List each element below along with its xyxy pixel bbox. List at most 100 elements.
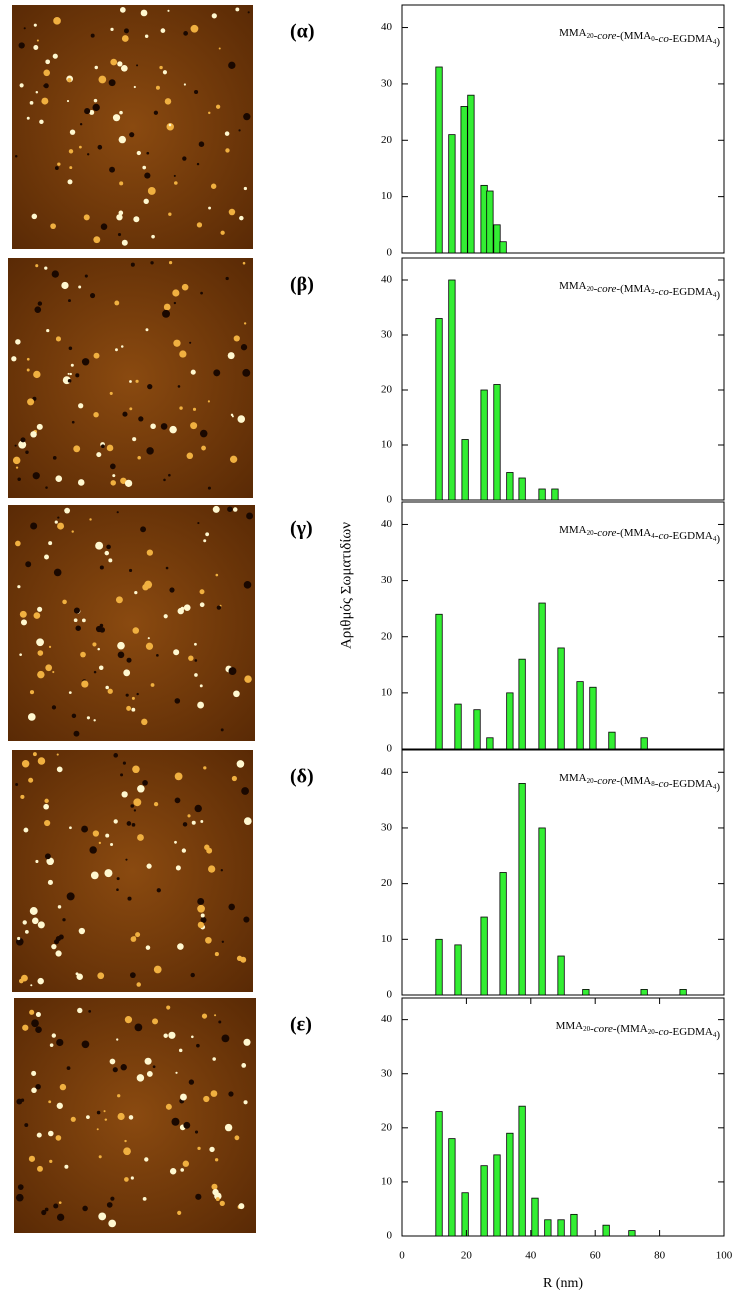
afm-particle bbox=[52, 670, 55, 674]
afm-particle bbox=[15, 339, 21, 345]
afm-particle bbox=[106, 444, 114, 452]
afm-particle bbox=[62, 918, 66, 922]
afm-particle bbox=[128, 1115, 134, 1120]
afm-particle bbox=[236, 955, 243, 962]
afm-particle bbox=[129, 380, 132, 383]
afm-particle bbox=[137, 834, 144, 841]
y-tick-label: 20 bbox=[381, 630, 393, 642]
afm-particle bbox=[95, 541, 104, 550]
afm-particle bbox=[18, 42, 25, 49]
afm-particle bbox=[183, 83, 186, 86]
afm-particle bbox=[218, 1020, 222, 1024]
afm-particle bbox=[208, 111, 211, 115]
afm-particle bbox=[132, 765, 140, 774]
afm-particle bbox=[69, 166, 73, 170]
bar bbox=[480, 389, 488, 501]
afm-particle bbox=[160, 28, 166, 33]
afm-particle bbox=[109, 391, 113, 395]
afm-particle bbox=[11, 356, 17, 362]
afm-particle bbox=[219, 1200, 225, 1206]
afm-particle bbox=[214, 1014, 217, 1017]
bar bbox=[531, 1197, 539, 1237]
afm-particle bbox=[116, 214, 123, 221]
afm-particle bbox=[131, 823, 136, 827]
afm-particle bbox=[24, 1123, 29, 1128]
afm-particle bbox=[114, 300, 120, 306]
bar bbox=[518, 658, 526, 750]
afm-particle bbox=[155, 85, 160, 90]
afm-particle bbox=[169, 587, 175, 593]
afm-particle bbox=[53, 939, 60, 945]
panel-label: (δ) bbox=[290, 766, 314, 788]
afm-particle bbox=[20, 437, 26, 443]
afm-particle bbox=[89, 518, 92, 521]
y-tick-label: 10 bbox=[381, 439, 393, 451]
afm-particle bbox=[30, 984, 33, 987]
afm-particle bbox=[153, 965, 162, 974]
afm-particle bbox=[107, 688, 113, 694]
afm-particle bbox=[67, 372, 70, 375]
panel-label: (γ) bbox=[290, 518, 313, 540]
afm-particle bbox=[142, 583, 149, 591]
afm-particle bbox=[49, 1159, 53, 1164]
afm-particle bbox=[218, 47, 221, 50]
afm-particle bbox=[174, 772, 183, 781]
afm-particle bbox=[36, 1132, 42, 1138]
afm-particle bbox=[144, 1057, 152, 1065]
afm-particle bbox=[243, 1038, 251, 1046]
afm-particle bbox=[101, 444, 105, 449]
afm-particle bbox=[104, 550, 110, 556]
afm-particle bbox=[182, 156, 187, 161]
afm-particle bbox=[182, 822, 188, 827]
bar bbox=[518, 1105, 526, 1237]
afm-particle bbox=[247, 11, 250, 14]
afm-particle bbox=[108, 558, 113, 563]
afm-particle bbox=[86, 1115, 90, 1119]
afm-particle bbox=[174, 840, 177, 844]
afm-particle bbox=[116, 1038, 119, 1041]
chart-title: MMA20-core-(MMA0-co-EGDMA4) bbox=[559, 27, 720, 48]
afm-particle bbox=[67, 77, 72, 83]
afm-particle bbox=[89, 846, 97, 854]
afm-particle bbox=[165, 566, 169, 570]
afm-particle bbox=[51, 270, 59, 278]
afm-particle bbox=[71, 530, 74, 533]
afm-particle bbox=[162, 70, 168, 75]
afm-particle bbox=[194, 642, 197, 646]
afm-particle bbox=[36, 423, 43, 430]
afm-particle bbox=[117, 1112, 125, 1121]
y-tick-label: 30 bbox=[381, 77, 393, 89]
afm-particle bbox=[73, 618, 78, 623]
bar bbox=[480, 916, 488, 996]
afm-particle bbox=[123, 28, 129, 34]
afm-particle bbox=[84, 274, 88, 278]
afm-particle bbox=[127, 896, 132, 901]
x-tick-label: 20 bbox=[461, 1250, 473, 1262]
afm-particle bbox=[97, 647, 100, 651]
afm-particle bbox=[52, 53, 58, 59]
afm-particle bbox=[26, 357, 30, 361]
afm-particle bbox=[132, 627, 140, 634]
afm-particle bbox=[41, 97, 49, 105]
afm-particle bbox=[22, 920, 27, 925]
bar bbox=[608, 731, 616, 750]
x-tick-label: 80 bbox=[654, 1250, 666, 1262]
afm-particle bbox=[57, 905, 62, 909]
afm-particle bbox=[190, 422, 198, 430]
afm-particle bbox=[190, 369, 196, 375]
afm-particle bbox=[119, 7, 126, 13]
afm-particle bbox=[25, 450, 29, 455]
afm-particle bbox=[14, 444, 17, 447]
y-tick-label: 10 bbox=[381, 190, 393, 202]
afm-particle bbox=[106, 1202, 113, 1208]
afm-particle bbox=[90, 292, 96, 299]
afm-particle bbox=[51, 705, 57, 710]
afm-particle bbox=[73, 607, 80, 614]
afm-particle bbox=[200, 291, 203, 295]
afm-particle bbox=[98, 1212, 107, 1221]
y-axis-label: Αριθμός Σωματιδίων bbox=[338, 522, 354, 649]
afm-particle bbox=[17, 1184, 24, 1190]
afm-particle bbox=[27, 398, 35, 406]
afm-particle bbox=[118, 210, 124, 216]
afm-particle bbox=[159, 65, 163, 70]
